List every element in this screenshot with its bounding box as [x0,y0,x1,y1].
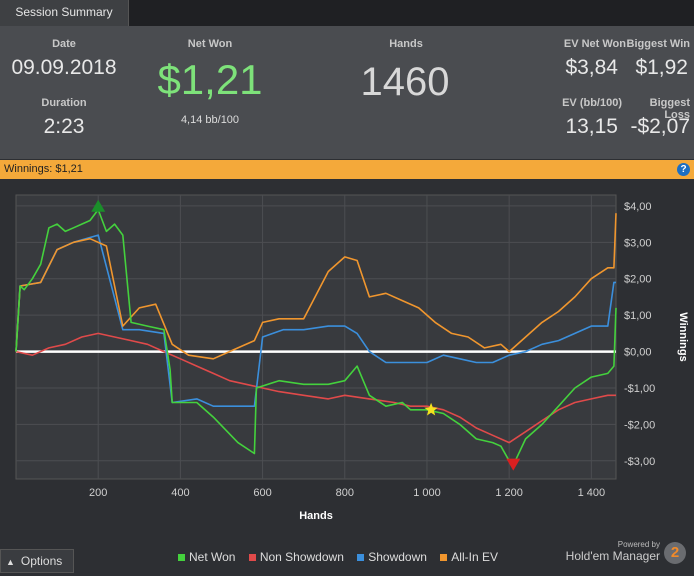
y-tick-label: -$3,00 [624,456,655,468]
net-won-bb100: 4,14 bb/100 [180,114,240,126]
x-tick-label: 1 000 [413,487,441,499]
series-line-all-in-ev [15,213,617,360]
help-icon[interactable]: ? [677,163,690,176]
x-axis-label: Hands [299,510,333,522]
legend-item-all-in-ev[interactable]: All-In EV [440,550,498,564]
x-tick-label: 200 [89,487,107,499]
y-axis-label: Winnings [677,312,689,361]
hands-value: 1460 [360,60,450,104]
y-tick-label: -$1,00 [624,383,655,395]
date-label: Date [52,38,76,50]
biggest-loss-label: Biggest Loss [649,97,690,121]
brand-name: Hold'em Manager [565,549,660,563]
min-marker-icon [506,458,521,471]
ev-net-won-label: EV Net Won [563,38,626,50]
legend-item-showdown[interactable]: Showdown [357,550,427,564]
series-line-non-showdown [15,332,616,444]
x-tick-label: 1 400 [578,487,606,499]
biggest-win-value: $1,92 [635,56,688,79]
duration-label: Duration [41,97,87,109]
session-summary-panel: Date 09.09.2018 Duration 2:23 Net Won $1… [0,26,694,159]
options-label: Options [20,554,63,568]
y-tick-label: $1,00 [624,310,652,322]
date-value: 09.09.2018 [11,56,117,79]
ev-bb100-label: EV (bb/100) [562,97,622,109]
y-tick-label: $3,00 [624,237,652,249]
y-tick-label: $4,00 [624,201,652,213]
ev-bb100-value: 13,15 [565,115,618,138]
biggest-win-label: Biggest Win [626,38,690,50]
net-won-label: Net Won [187,38,233,50]
bottom-bar [0,545,694,576]
max-marker-icon [91,199,106,212]
winnings-chart: 200 400 600 800 1 000 1 200 1 400 $4,00 $3,00 $2,… [0,179,694,545]
biggest-loss-value: -$2,07 [630,115,690,138]
x-tick-label: 600 [253,487,271,499]
options-button[interactable]: ▲ Options [0,549,74,573]
tab-bar: Session Summary [0,0,694,26]
brand-block: Powered by Hold'em Manager [566,540,660,563]
legend-item-net-won[interactable]: Net Won [178,550,235,564]
x-tick-label: 1 200 [495,487,523,499]
ev-net-won-value: $3,84 [565,56,618,79]
net-won-value: $1,21 [157,56,263,103]
powered-by-text: Powered by [617,540,660,549]
chart-legend: Net Won Non Showdown Showdown All-In EV [178,550,508,564]
tab-session-summary[interactable]: Session Summary [0,0,129,26]
x-tick-label: 800 [336,487,354,499]
y-tick-label: -$2,00 [624,419,655,431]
legend-item-non-showdown[interactable]: Non Showdown [248,550,344,564]
winnings-banner: Winnings: $1,21 ? [0,160,694,179]
x-tick-label: 400 [171,487,189,499]
hm2-logo: 2 [664,542,686,564]
series-line-showdown [15,234,616,407]
duration-value: 2:23 [43,115,85,138]
y-tick-label: $2,00 [624,274,652,286]
star-marker-icon [424,402,438,416]
winnings-chart-svg: 200 400 600 800 1 000 1 200 1 400 $4,00 $3,00 $2,… [15,194,689,522]
chevron-up-icon: ▲ [6,557,15,567]
y-tick-label: $0,00 [624,347,652,359]
winnings-banner-text: Winnings: $1,21 [4,163,83,175]
hands-label: Hands [389,38,423,50]
